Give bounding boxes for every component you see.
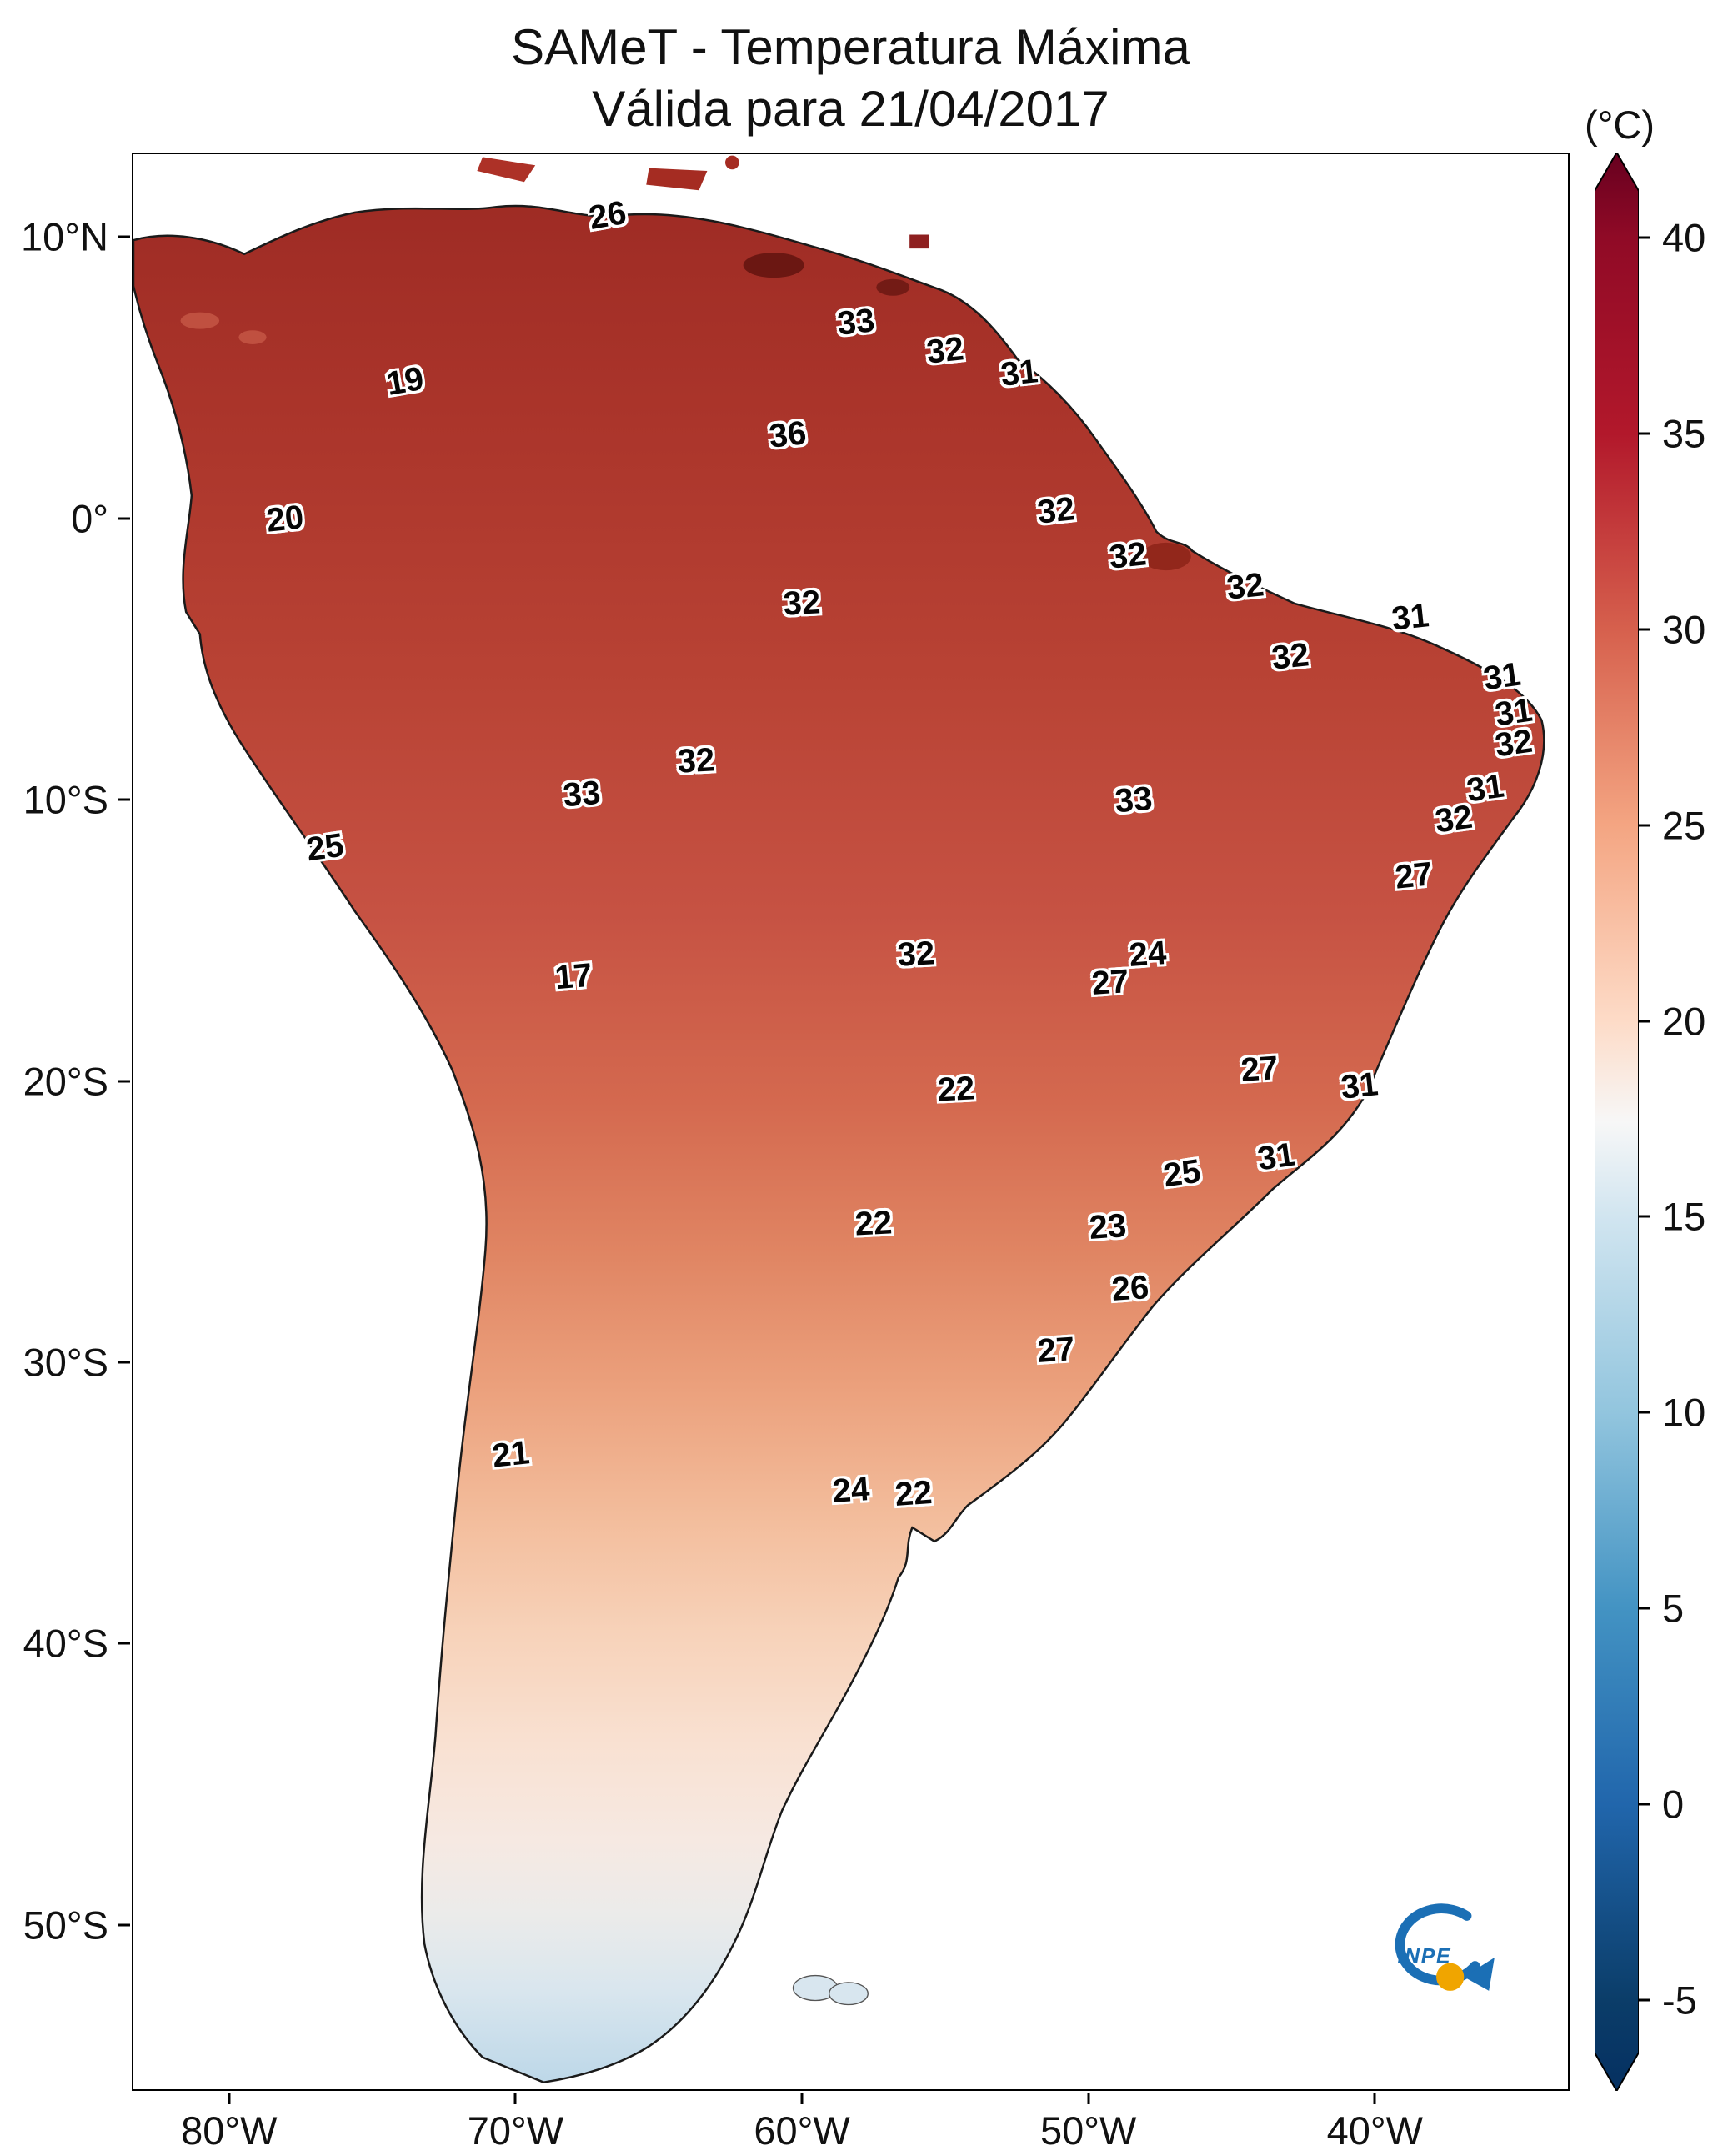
temperature-value-label: 22 bbox=[854, 1204, 894, 1244]
temperature-value-label: 27 bbox=[1090, 962, 1131, 1002]
temperature-value-label: 26 bbox=[586, 194, 629, 238]
colorbar-tick-label: 10 bbox=[1662, 1390, 1706, 1435]
lat-tick-label: 30°S bbox=[23, 1340, 108, 1385]
colorbar-axis: 40 35 30 25 20 15 10 5 0 -5 bbox=[1639, 153, 1723, 2091]
temperature-value-label: 24 bbox=[1128, 935, 1168, 975]
longitude-axis: 80°W 70°W 60°W 50°W 40°W bbox=[132, 2093, 1570, 2156]
temperature-value-label: 22 bbox=[894, 1473, 934, 1513]
inpe-logo-text: INPE bbox=[1397, 1945, 1451, 1968]
page-subtitle: Válida para 21/04/2017 bbox=[592, 81, 1109, 137]
temperature-value-label: 33 bbox=[835, 302, 877, 343]
caribbean-islands bbox=[180, 155, 1191, 571]
lat-tick-mark bbox=[118, 1361, 130, 1364]
temperature-value-label: 20 bbox=[264, 499, 306, 539]
lat-tick-label: 10°S bbox=[23, 777, 108, 822]
colorbar-tick-label: 15 bbox=[1662, 1194, 1706, 1239]
lon-tick-mark bbox=[228, 2093, 231, 2104]
temperature-value-label: 31 bbox=[1255, 1136, 1298, 1177]
lat-tick-label: 40°S bbox=[23, 1621, 108, 1666]
falkland-islands bbox=[792, 1974, 869, 2006]
colorbar-tick-label: 25 bbox=[1662, 803, 1706, 848]
south-america-map-svg: INPE bbox=[133, 155, 1545, 2083]
temperature-value-label: 27 bbox=[1393, 855, 1435, 896]
latitude-axis: 10°N 0° 10°S 20°S 30°S 40°S 50°S bbox=[0, 153, 132, 2091]
map-plot: INPE 26 33 32 31 19 36 20 32 32 32 32 31 32 31 31 32 32 3… bbox=[132, 153, 1570, 2091]
temperature-value-label: 32 bbox=[896, 935, 936, 974]
lon-tick-label: 80°W bbox=[181, 2108, 278, 2153]
colorbar-unit-label: (°C) bbox=[1584, 103, 1655, 147]
temperature-value-label: 27 bbox=[1239, 1050, 1280, 1090]
lon-tick-label: 60°W bbox=[754, 2108, 850, 2153]
temperature-value-label: 31 bbox=[999, 353, 1040, 394]
lat-tick-label: 50°S bbox=[23, 1903, 108, 1948]
temperature-value-label: 32 bbox=[1107, 535, 1149, 576]
colorbar-tick-mark bbox=[1639, 1998, 1650, 2002]
temperature-value-label: 25 bbox=[1161, 1152, 1204, 1195]
inpe-orange-dot bbox=[1436, 1963, 1465, 1991]
lon-tick-mark bbox=[1087, 2093, 1090, 2104]
colorbar-tick-mark bbox=[1639, 1215, 1650, 1218]
lat-tick-mark bbox=[118, 798, 130, 801]
temperature-value-label: 32 bbox=[1432, 798, 1475, 840]
temperature-value-label: 17 bbox=[553, 956, 594, 997]
lon-tick-label: 50°W bbox=[1039, 2108, 1137, 2153]
colorbar-tick-mark bbox=[1639, 824, 1650, 827]
inpe-logo: INPE bbox=[1395, 1903, 1495, 1991]
temperature-value-label: 31 bbox=[1339, 1065, 1380, 1107]
temperature-value-label: 32 bbox=[1492, 723, 1535, 765]
lat-tick-mark bbox=[118, 517, 130, 520]
temperature-value-label: 32 bbox=[1035, 490, 1077, 531]
colorbar-tick-mark bbox=[1639, 1020, 1650, 1023]
colorbar-tick-label: 30 bbox=[1662, 607, 1706, 652]
lon-tick-mark bbox=[1373, 2093, 1376, 2104]
colorbar-tick-label: 0 bbox=[1662, 1782, 1685, 1827]
colorbar-tick-mark bbox=[1639, 628, 1650, 631]
temperature-value-label: 19 bbox=[383, 359, 427, 403]
temperature-value-label: 32 bbox=[1225, 566, 1265, 607]
lat-tick-mark bbox=[118, 1642, 130, 1645]
colorbar-tick-mark bbox=[1639, 1411, 1650, 1414]
temperature-value-label: 31 bbox=[1390, 597, 1431, 638]
page-title: SAMeT - Temperatura Máxima bbox=[511, 19, 1190, 75]
colorbar-tick-label: -5 bbox=[1662, 1978, 1697, 2023]
colorbar-tick-label: 35 bbox=[1662, 411, 1706, 456]
colorbar-tick-mark bbox=[1639, 236, 1650, 239]
temperature-value-label: 32 bbox=[676, 740, 716, 780]
lat-tick-label: 0° bbox=[71, 496, 108, 541]
colorbar bbox=[1595, 153, 1639, 2091]
temperature-value-label: 32 bbox=[782, 584, 822, 623]
colorbar-tick-mark bbox=[1639, 432, 1650, 435]
lat-tick-mark bbox=[118, 235, 130, 238]
lat-tick-mark bbox=[118, 1923, 130, 1927]
temperature-value-label: 33 bbox=[1113, 780, 1154, 820]
lat-tick-label: 20°S bbox=[23, 1059, 108, 1104]
lon-tick-mark bbox=[800, 2093, 804, 2104]
inpe-arrow-icon bbox=[1464, 1957, 1495, 1991]
temperature-value-label: 36 bbox=[767, 414, 809, 455]
temperature-value-label: 21 bbox=[490, 1433, 531, 1475]
lat-tick-label: 10°N bbox=[20, 214, 108, 259]
colorbar-gradient-bar bbox=[1595, 153, 1639, 2091]
temperature-value-label: 24 bbox=[830, 1471, 871, 1511]
colorbar-tick-label: 40 bbox=[1662, 215, 1706, 260]
lat-tick-mark bbox=[118, 1080, 130, 1083]
temperature-value-label: 27 bbox=[1036, 1331, 1077, 1371]
colorbar-tick-mark bbox=[1639, 1607, 1650, 1610]
temperature-value-label: 25 bbox=[303, 826, 346, 869]
lon-tick-label: 70°W bbox=[467, 2108, 564, 2153]
temperature-value-label: 26 bbox=[1110, 1268, 1151, 1308]
temperature-value-label: 32 bbox=[1270, 636, 1311, 677]
lon-tick-mark bbox=[513, 2093, 517, 2104]
temperature-value-label: 22 bbox=[936, 1070, 976, 1109]
temperature-value-label: 33 bbox=[562, 774, 603, 815]
colorbar-tick-mark bbox=[1639, 1803, 1650, 1806]
lon-tick-label: 40°W bbox=[1326, 2108, 1424, 2153]
temperature-value-label: 31 bbox=[1480, 655, 1524, 697]
temperature-annotations-layer: 26 33 32 31 19 36 20 32 32 32 32 31 32 31 31 32 32 33 33 31… bbox=[133, 154, 1568, 2089]
temperature-value-label: 32 bbox=[924, 330, 966, 371]
colorbar-tick-label: 20 bbox=[1662, 999, 1706, 1044]
temperature-value-label: 23 bbox=[1088, 1206, 1128, 1246]
colorbar-tick-label: 5 bbox=[1662, 1586, 1685, 1631]
